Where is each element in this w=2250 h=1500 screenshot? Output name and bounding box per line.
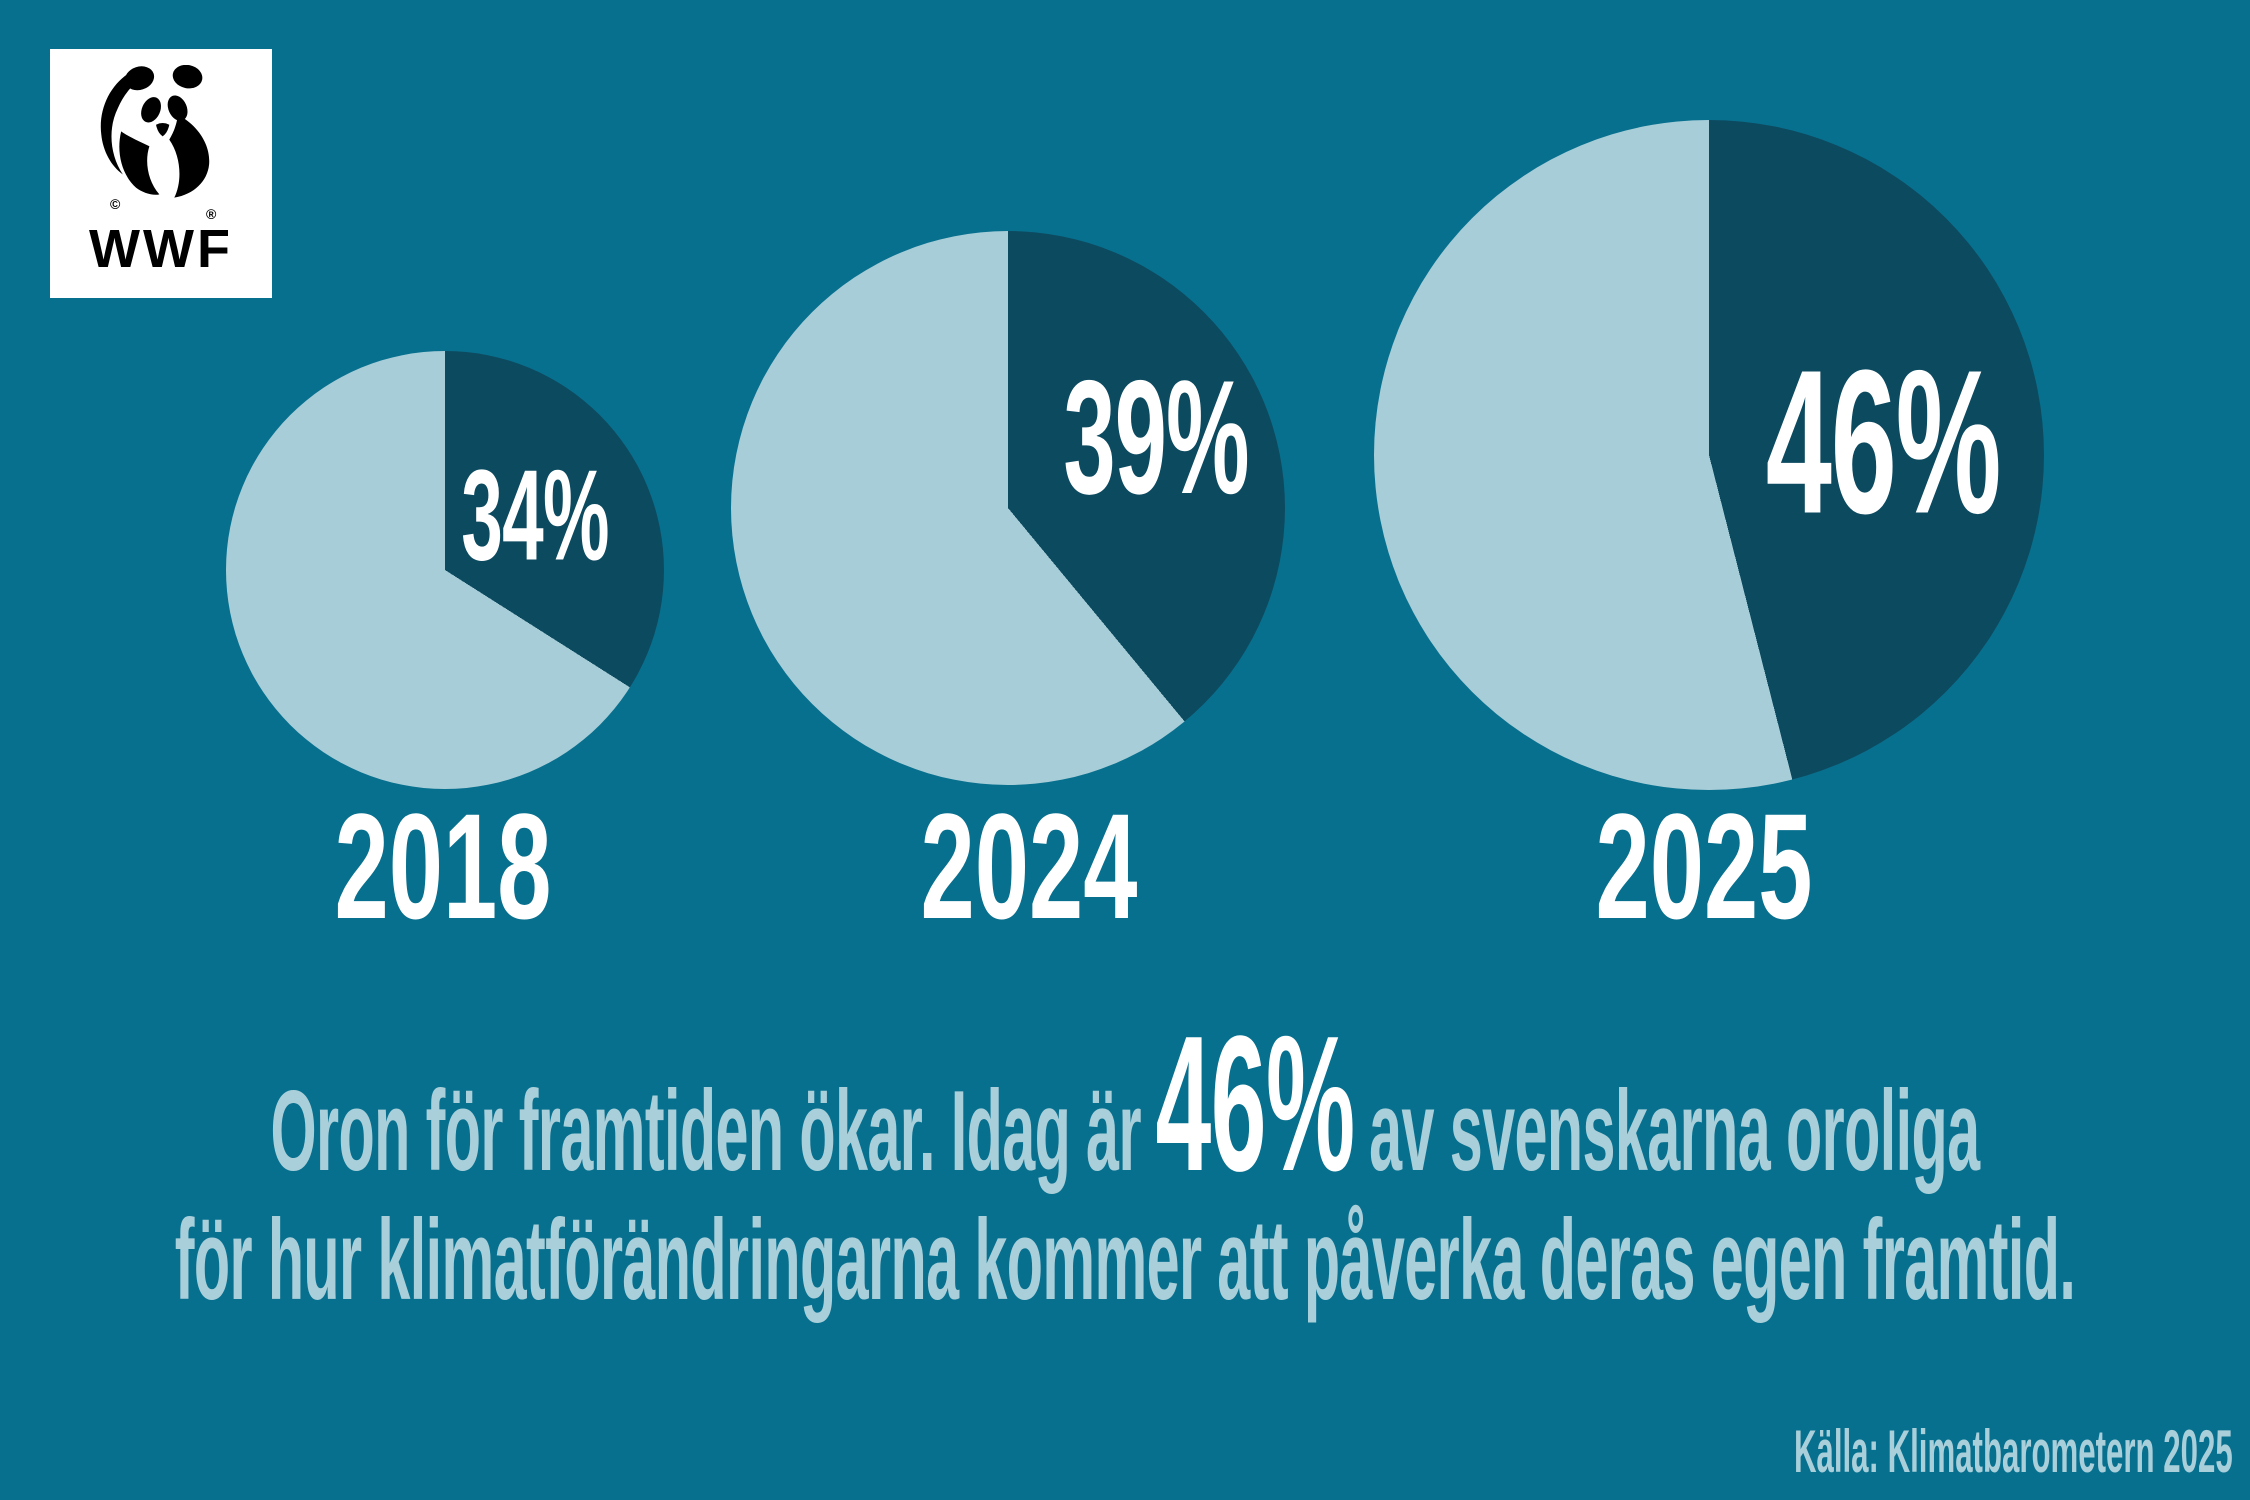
- caption-line1-after: av svenskarna oroliga: [1369, 1068, 1980, 1195]
- pie-2018-value-label: 34%: [461, 443, 609, 588]
- pie-chart-2024: [731, 231, 1285, 785]
- wwf-logo-box: © ® WWF: [50, 49, 272, 298]
- caption-line1-before: Oron för framtiden ökar. Idag är: [270, 1068, 1142, 1195]
- pie-chart-2018: [226, 351, 664, 789]
- caption-line1: Oron för framtiden ökar. Idag är 46% av …: [271, 995, 1981, 1211]
- pie-2025-value-label: 46%: [1765, 327, 2002, 557]
- pie-2024-value-label: 39%: [1063, 347, 1249, 528]
- caption-line2: för hur klimatförändringarna kommer att …: [174, 1197, 2076, 1324]
- caption-line1-highlight: 46%: [1155, 995, 1356, 1211]
- year-label-2025: 2025: [1595, 782, 1813, 950]
- wwf-logotype: WWF: [89, 219, 233, 279]
- year-label-2024: 2024: [920, 782, 1138, 950]
- pie-chart-2025: [1374, 120, 2044, 790]
- copyright-symbol: ©: [110, 196, 121, 212]
- registered-symbol: ®: [206, 206, 217, 222]
- year-label-2018: 2018: [334, 782, 552, 950]
- source-credit: Källa: Klimatbarometern 2025: [1794, 1418, 2233, 1485]
- wwf-panda-icon: [100, 65, 210, 198]
